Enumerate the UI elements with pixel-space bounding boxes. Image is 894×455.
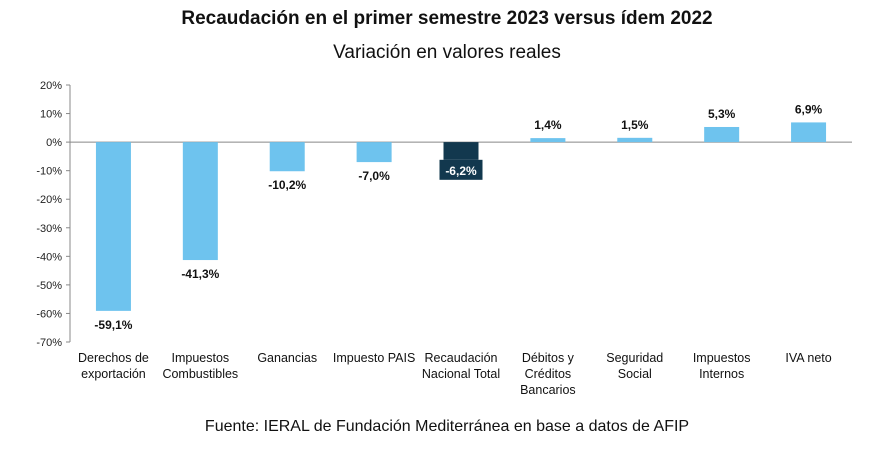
data-label: -59,1% bbox=[94, 318, 132, 332]
data-label: -10,2% bbox=[268, 178, 306, 192]
category-label-line: Seguridad bbox=[606, 351, 663, 365]
category-label-line: Impuesto PAIS bbox=[333, 351, 415, 365]
bar bbox=[530, 138, 566, 143]
data-label: 1,4% bbox=[534, 118, 562, 132]
category-label: Impuestos Internos bbox=[693, 351, 751, 381]
bar bbox=[356, 142, 392, 163]
y-tick-label: 20% bbox=[40, 80, 62, 92]
bar bbox=[182, 142, 218, 261]
category-label-line: Recaudación bbox=[425, 351, 498, 365]
bars bbox=[95, 122, 827, 311]
data-label: 6,9% bbox=[795, 102, 823, 116]
chart-title: Recaudación en el primer semestre 2023 v… bbox=[181, 8, 713, 29]
y-tick-label: -60% bbox=[36, 308, 62, 320]
bar bbox=[443, 142, 479, 160]
data-labels: -59,1% -41,3% -10,2% -7,0% -6,2% 1,4% 1,5% 5,3%… bbox=[94, 102, 822, 331]
category-label: Impuestos Combustibles bbox=[162, 351, 238, 381]
category-label: Derechos de exportación bbox=[78, 351, 149, 381]
y-tick-label: -20% bbox=[36, 194, 62, 206]
data-label-box bbox=[439, 159, 483, 180]
category-label-line: Ganancias bbox=[257, 351, 317, 365]
category-label-line: Impuestos bbox=[171, 351, 229, 365]
category-label-line: Bancarios bbox=[520, 383, 576, 397]
category-label-line: IVA neto bbox=[785, 351, 831, 365]
category-label-line: Créditos bbox=[525, 367, 572, 381]
category-label: Impuesto PAIS bbox=[333, 351, 415, 365]
category-label-line: Social bbox=[618, 367, 652, 381]
bar bbox=[269, 142, 305, 172]
category-label: Seguridad Social bbox=[606, 351, 663, 381]
category-label: Recaudación Nacional Total bbox=[422, 351, 500, 381]
category-label: Ganancias bbox=[257, 351, 317, 365]
bar bbox=[704, 126, 740, 143]
y-tick-label: 10% bbox=[40, 109, 62, 121]
data-label: 1,5% bbox=[621, 118, 649, 132]
bar bbox=[617, 137, 653, 143]
data-label: -6,2% bbox=[445, 164, 477, 178]
y-axis: 20% 10% 0% -10% -20% -30% -40% -50% -60% -70% bbox=[36, 80, 852, 349]
category-label: Débitos y Créditos Bancarios bbox=[520, 351, 576, 397]
chart-subtitle: Variación en valores reales bbox=[333, 42, 561, 63]
category-label-line: Combustibles bbox=[162, 367, 238, 381]
y-tick-label: -30% bbox=[36, 223, 62, 235]
chart-source: Fuente: IERAL de Fundación Mediterránea … bbox=[204, 418, 690, 435]
y-tick-label: -50% bbox=[36, 280, 62, 292]
y-tick-label: -70% bbox=[36, 337, 62, 349]
category-label-line: Débitos y bbox=[522, 351, 575, 365]
y-tick-label: -10% bbox=[36, 166, 62, 178]
category-label-line: Impuestos bbox=[693, 351, 751, 365]
category-label: IVA neto bbox=[785, 351, 831, 365]
category-label-line: Derechos de bbox=[78, 351, 149, 365]
bar bbox=[791, 122, 827, 143]
y-tick-label: -40% bbox=[36, 251, 62, 263]
data-label: -7,0% bbox=[358, 169, 390, 183]
category-label-line: exportación bbox=[81, 367, 146, 381]
category-label-line: Nacional Total bbox=[422, 367, 500, 381]
y-tick-label: 0% bbox=[46, 137, 62, 149]
data-label: -41,3% bbox=[181, 267, 219, 281]
data-label: 5,3% bbox=[708, 107, 736, 121]
category-label-line: Internos bbox=[699, 367, 744, 381]
bar bbox=[95, 142, 131, 311]
category-labels: Derechos de exportación Impuestos Combustib… bbox=[78, 351, 832, 397]
